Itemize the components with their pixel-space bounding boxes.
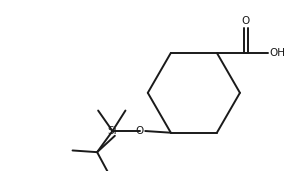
Text: Si: Si	[108, 126, 117, 136]
Text: O: O	[242, 16, 250, 26]
Text: O: O	[135, 126, 143, 136]
Text: OH: OH	[270, 48, 286, 58]
